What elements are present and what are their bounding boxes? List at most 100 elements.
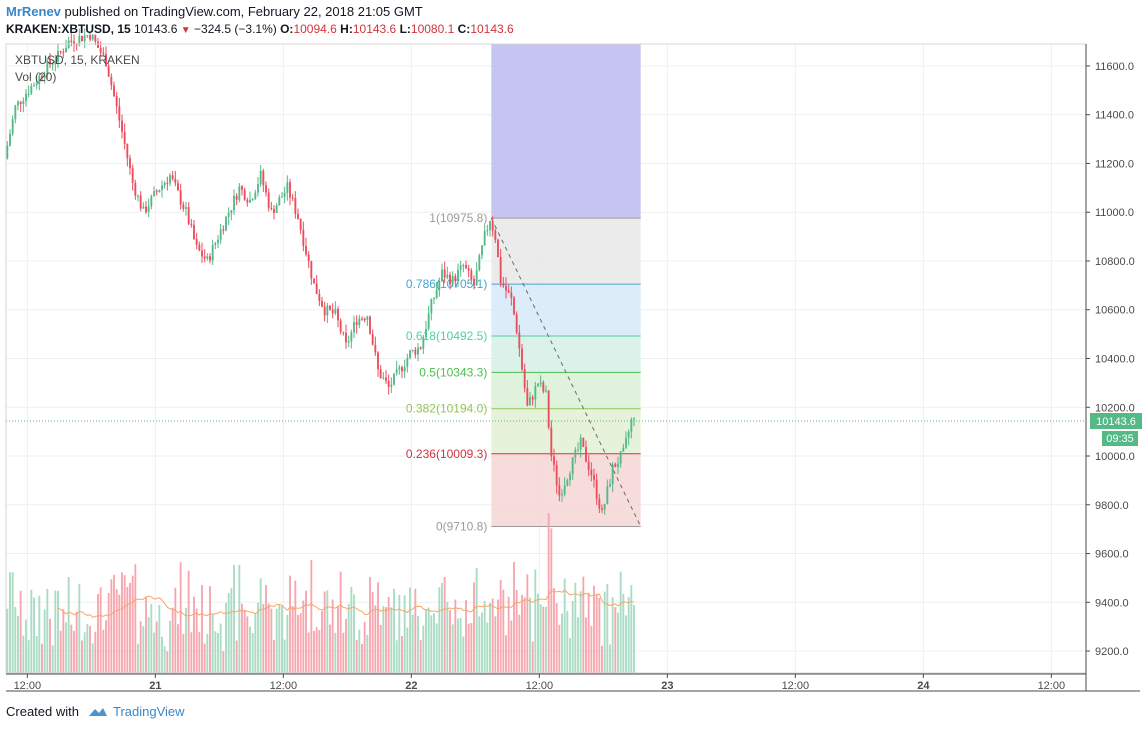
candle-body [510, 292, 513, 298]
volume-bar [526, 574, 529, 673]
candle-body [366, 316, 369, 321]
candle-body [585, 446, 587, 462]
y-tick-label: 10400.0 [1095, 354, 1135, 366]
candle-body [51, 63, 54, 65]
candle-body [315, 283, 318, 294]
volume-bar [19, 590, 22, 673]
candle-body [227, 213, 230, 217]
volume-bar [51, 645, 54, 673]
candle-body [121, 120, 123, 132]
candle-body [465, 265, 467, 269]
volume-bar [518, 614, 521, 673]
volume-bar [499, 579, 502, 673]
candle-body [94, 35, 97, 42]
volume-bar [41, 643, 43, 673]
volume-bar [94, 631, 97, 673]
volume-bar [331, 599, 334, 673]
tradingview-link[interactable]: TradingView [112, 704, 185, 719]
legend-symbol[interactable]: XBTUSD, 15, KRAKEN [15, 53, 140, 67]
candle-body [158, 189, 161, 193]
candle-body [65, 48, 67, 53]
candle-body [14, 105, 17, 120]
candle-body [305, 245, 307, 255]
volume-bar [401, 636, 403, 673]
ohlc-line: KRAKEN:XBTUSD, 15 10143.6 ▼ −324.5 (−3.1… [6, 22, 514, 36]
fibonacci-retracement[interactable]: 1(10975.8) 0.786(10705.1) 0.618(10492.5) 0.… [406, 44, 642, 534]
candle-body [355, 322, 358, 326]
candle-body [195, 238, 198, 245]
candle-body [185, 207, 187, 209]
volume-bar [257, 602, 259, 673]
candle-body [174, 178, 177, 184]
candle-body [609, 483, 611, 487]
candle-body [587, 461, 590, 470]
close-label: C: [457, 22, 471, 36]
candle-body [278, 197, 281, 206]
candle-body [139, 195, 142, 209]
volume-bar [57, 590, 59, 673]
volume-bar [446, 601, 449, 673]
candle-body [190, 224, 193, 226]
axes: 9200.0 9400.0 9600.0 9800.0 10000.0 10200.0 10… [5, 43, 1142, 692]
candle-body [593, 474, 595, 480]
legend-volume[interactable]: Vol (20) [15, 70, 57, 84]
volume-bar [222, 651, 225, 673]
candle-body [385, 377, 387, 381]
volume-bar [379, 624, 382, 673]
candle-body [601, 508, 603, 510]
candle-body [166, 182, 169, 184]
volume-bar [99, 587, 102, 673]
volume-bar [321, 610, 323, 673]
candle-body [363, 318, 366, 321]
volume-bar [491, 598, 494, 673]
fib-level-label: 0.382(10194.0) [406, 402, 487, 416]
candle-body [625, 437, 627, 448]
candle-body [321, 300, 323, 307]
volume-bar [107, 593, 110, 673]
volume-bar [22, 635, 25, 673]
candle-body [105, 53, 107, 67]
close-value: 10143.6 [470, 22, 514, 36]
footer: Created with TradingView [6, 704, 185, 719]
candle-body [137, 195, 139, 197]
candle-body [123, 131, 126, 145]
candle-body [177, 183, 179, 191]
candle-body [387, 380, 390, 387]
candle-body [246, 199, 249, 203]
volume-bar [395, 640, 398, 673]
volume-bar [513, 562, 515, 673]
candle-body [513, 297, 515, 315]
volume-bar [465, 600, 467, 673]
volume-bar [334, 632, 337, 673]
candle-body [550, 427, 553, 457]
volume-bar [246, 616, 249, 673]
candle-body [633, 418, 635, 420]
created-with-text: Created with [6, 704, 79, 719]
volume-bar [347, 603, 350, 673]
candle-body [438, 280, 441, 290]
volume-bar [529, 597, 531, 673]
candle-body [243, 189, 246, 200]
volume-bar [238, 564, 241, 673]
volume-bar [233, 564, 235, 673]
x-tick-label: 12:00 [14, 680, 42, 692]
author-name[interactable]: MrRenev [6, 4, 61, 19]
volume-bar [555, 603, 558, 673]
candle-body [267, 192, 270, 208]
volume-bar [382, 606, 385, 673]
volume-bar [577, 617, 579, 673]
volume-bar [209, 586, 211, 673]
volume-bar [283, 639, 286, 673]
candle-body [558, 485, 561, 496]
candle-body [622, 447, 625, 452]
candle-body [17, 101, 19, 106]
candle-body [107, 66, 110, 77]
candle-body [414, 349, 417, 355]
candle-body [361, 318, 363, 320]
volume-bar [494, 616, 497, 673]
volume-bar [137, 643, 139, 673]
candle-body [566, 480, 569, 486]
volume-bar [185, 607, 187, 673]
volume-bar [54, 590, 57, 673]
